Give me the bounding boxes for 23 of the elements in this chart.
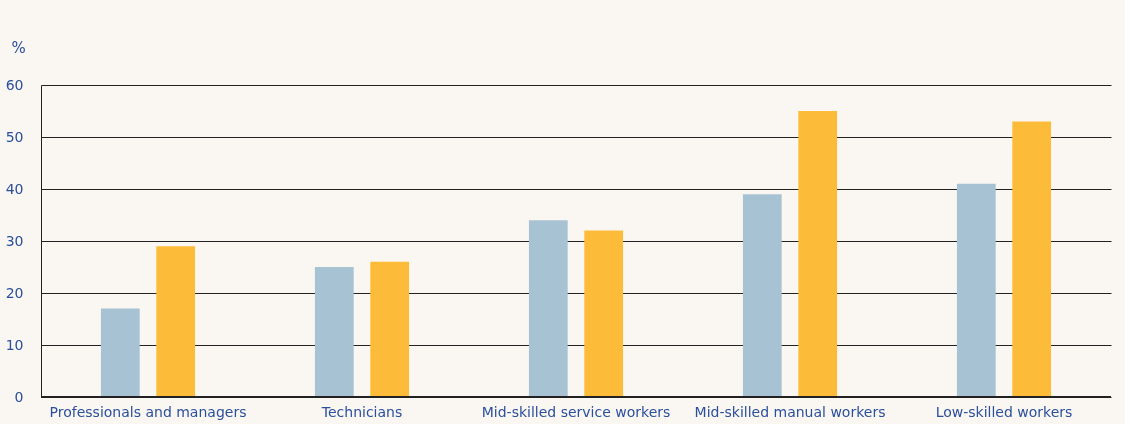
x-tick-label: Professionals and managers [49,403,247,420]
y-tick-label: 30 [5,232,24,249]
y-axis-title: % [11,38,26,57]
bar [528,220,568,397]
y-tick-label: 40 [5,180,24,197]
y-tick-label: 10 [5,336,24,353]
bar [956,183,996,397]
y-tick-label: 50 [5,128,24,145]
bar [584,230,624,397]
y-tick-label: 60 [5,76,24,93]
x-tick-label: Low-skilled workers [935,403,1073,420]
y-tick-label: 20 [5,284,24,301]
bar [798,111,838,397]
bar [742,194,782,397]
bar [1012,121,1052,397]
x-tick-label: Technicians [320,403,403,420]
bar [156,246,196,397]
y-tick-label: 0 [14,388,24,405]
bar [100,308,140,397]
x-tick-label: Mid-skilled service workers [481,403,671,420]
x-tick-label: Mid-skilled manual workers [694,403,886,420]
bar [370,261,410,397]
bar [314,267,354,397]
